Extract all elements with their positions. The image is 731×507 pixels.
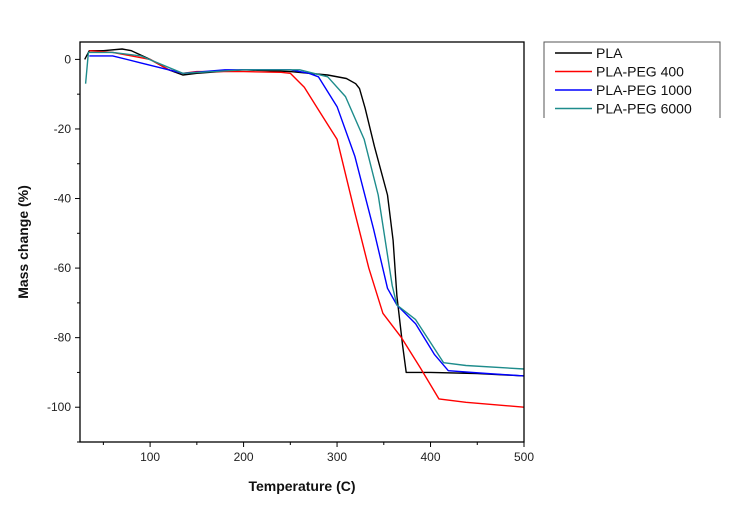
legend-label: PLA-PEG 400 xyxy=(596,64,684,80)
x-tick-label: 100 xyxy=(140,450,160,464)
legend-frame xyxy=(543,41,721,118)
x-tick-label: 500 xyxy=(514,450,534,464)
y-tick-label: -80 xyxy=(54,331,72,345)
y-tick-label: -40 xyxy=(54,192,72,206)
legend-label: PLA-PEG 6000 xyxy=(596,101,692,117)
legend-label: PLA-PEG 1000 xyxy=(596,82,692,98)
y-tick-label: 0 xyxy=(64,52,71,66)
x-axis: 100 200 300 400 500 xyxy=(102,442,534,464)
legend: PLA PLA-PEG 400 PLA-PEG 1000 PLA-PEG 6000 xyxy=(543,41,721,118)
y-tick-label: -20 xyxy=(54,122,72,136)
legend-label: PLA xyxy=(596,45,623,61)
plot-frame xyxy=(79,41,525,443)
x-tick-label: 400 xyxy=(421,450,441,464)
y-axis: 0 -20 -40 -60 -80 -100 xyxy=(47,52,80,443)
series-line-pla-peg-400 xyxy=(89,50,525,408)
x-tick-label: 300 xyxy=(327,450,347,464)
series-line-pla-peg-6000 xyxy=(84,51,525,370)
y-tick-label: -60 xyxy=(54,261,72,275)
series-line-pla-peg-1000 xyxy=(89,55,525,377)
series-line-pla xyxy=(84,48,525,377)
x-axis-label: Temperature (C) xyxy=(248,478,355,494)
x-tick-label: 200 xyxy=(234,450,254,464)
series-layer xyxy=(84,48,525,408)
y-tick-label: -100 xyxy=(47,400,71,414)
y-axis-label: Mass change (%) xyxy=(15,185,31,299)
